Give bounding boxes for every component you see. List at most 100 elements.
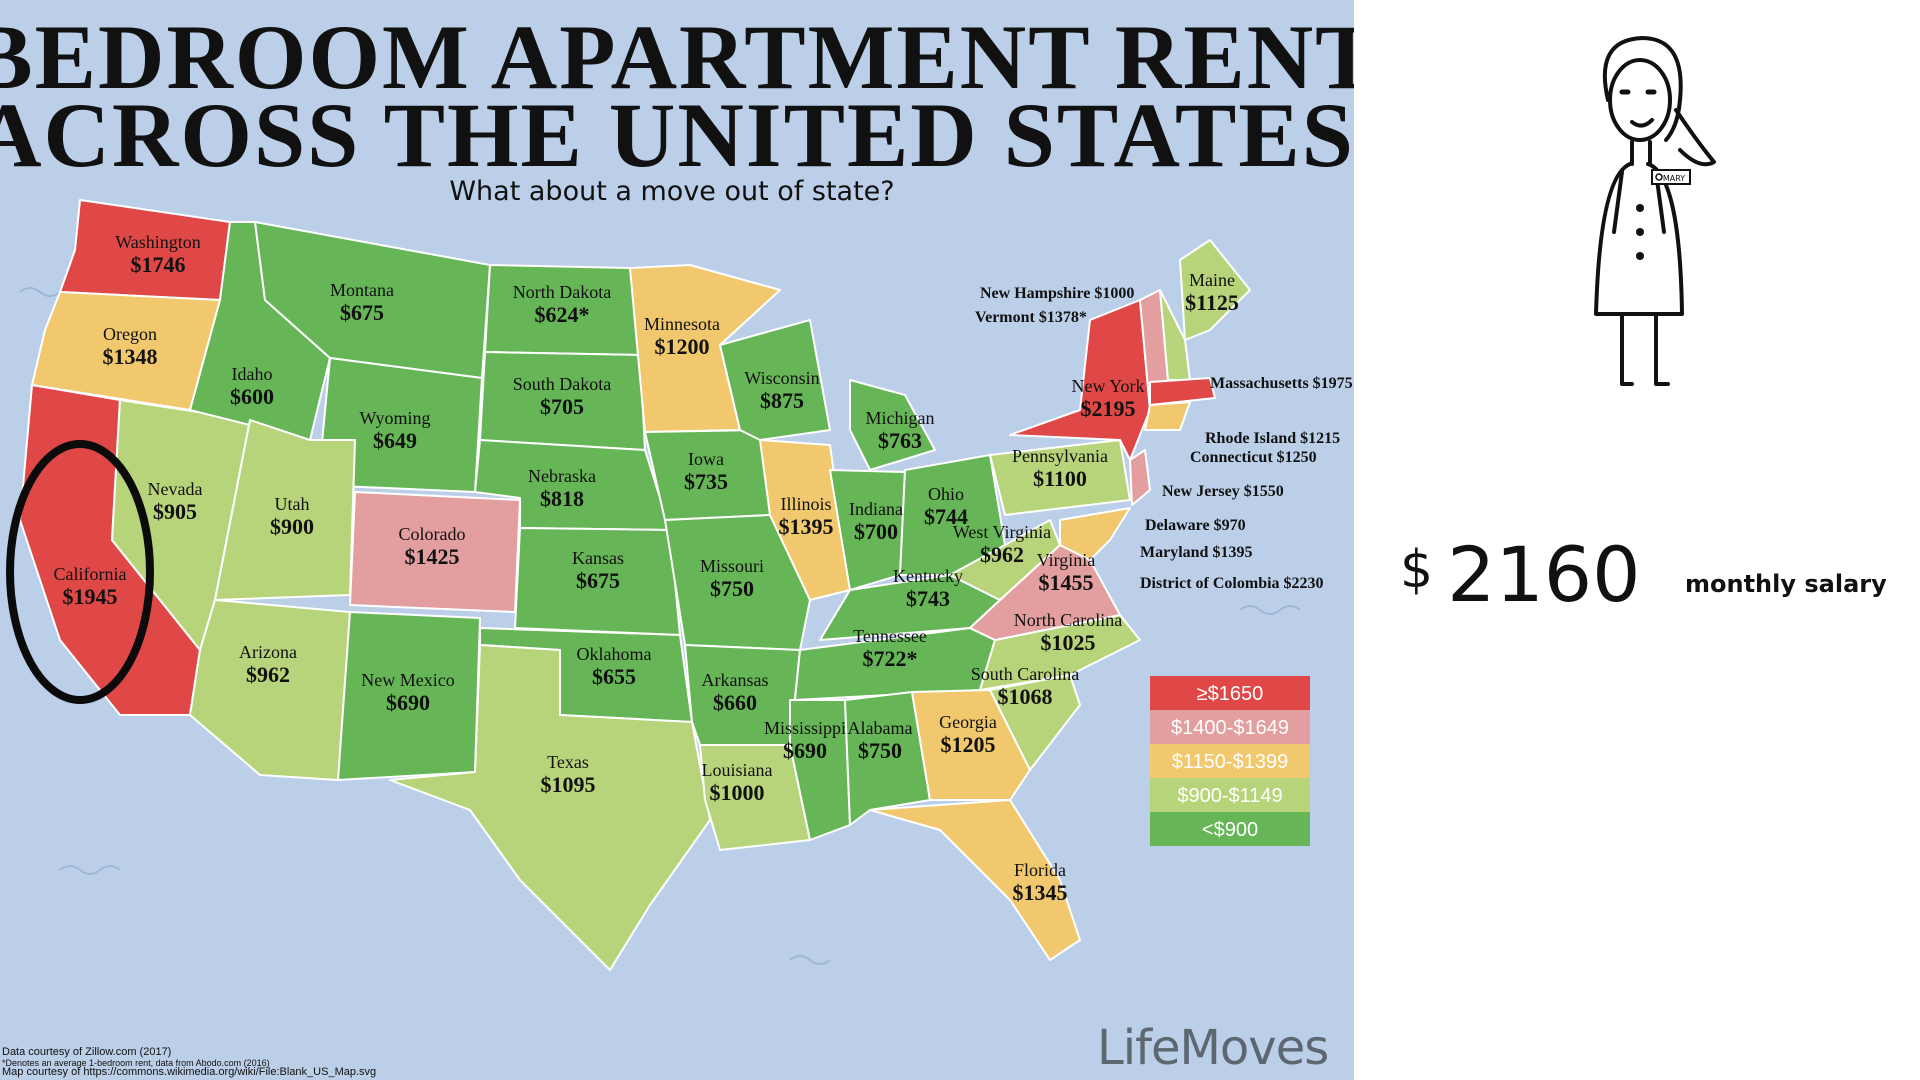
state-name-nebraska: Nebraska	[528, 466, 596, 486]
state-name-pennsylvania: Pennsylvania	[1012, 446, 1108, 466]
state-rent-washington: $1746	[131, 252, 186, 277]
state-illinois	[759, 439, 851, 601]
state-rent-illinois: $1395	[779, 514, 834, 539]
state-name-kansas: Kansas	[572, 548, 624, 568]
state-name-maine: Maine	[1189, 270, 1235, 290]
state-rent-new-mexico: $690	[386, 690, 430, 715]
state-name-montana: Montana	[330, 280, 394, 300]
state-mississippi	[789, 699, 851, 841]
state-name-south-carolina: South Carolina	[971, 664, 1080, 684]
credit-data: Data courtesy of Zillow.com (2017)	[2, 1046, 172, 1058]
state-west-virginia	[949, 519, 1061, 601]
state-rent-georgia: $1205	[941, 732, 996, 757]
state-rent-north-carolina: $1025	[1041, 630, 1096, 655]
massachusetts-shape	[1149, 377, 1216, 406]
state-name-oregon: Oregon	[103, 324, 157, 344]
callout-vermont-: Vermont $1378*	[975, 309, 1087, 326]
name-badge: MARY	[1663, 174, 1685, 183]
state-rent-south-carolina: $1068	[998, 684, 1053, 709]
state-rent-kentucky: $743	[906, 586, 950, 611]
state-rent-louisiana: $1000	[710, 780, 765, 805]
state-rent-arkansas: $660	[713, 690, 757, 715]
state-name-colorado: Colorado	[399, 524, 466, 544]
state-name-kentucky: Kentucky	[893, 566, 963, 586]
callout-delaware-: Delaware $970	[1145, 517, 1246, 534]
state-name-alabama: Alabama	[848, 718, 913, 738]
legend-label: $900-$1149	[1177, 785, 1282, 807]
state-rent-nevada: $905	[153, 499, 197, 524]
state-rent-ohio: $744	[924, 504, 968, 529]
legend-swatch	[1150, 778, 1310, 812]
state-name-california: California	[54, 564, 127, 584]
state-name-new-mexico: New Mexico	[361, 670, 454, 690]
lifemoves-logo: LifeMoves	[1097, 1020, 1329, 1076]
state-rent-minnesota: $1200	[655, 334, 710, 359]
legend-swatch	[1150, 710, 1310, 744]
california-highlight-circle	[6, 440, 154, 704]
state-rent-colorado: $1425	[405, 544, 460, 569]
state-name-idaho: Idaho	[232, 364, 273, 384]
callout-maryland-: Maryland $1395	[1140, 544, 1252, 561]
legend-label: $1400-$1649	[1171, 717, 1289, 739]
state-name-mississippi: Mississippi	[764, 718, 846, 738]
state-rent-alabama: $750	[858, 738, 902, 763]
state-rent-montana: $675	[340, 300, 384, 325]
state-florida	[869, 799, 1081, 961]
state-rent-michigan: $763	[878, 428, 922, 453]
salary-amount: $2160	[1400, 530, 1641, 619]
state-alabama	[844, 691, 931, 826]
state-rent-mississippi: $690	[783, 738, 827, 763]
state-name-florida: Florida	[1014, 860, 1066, 880]
state-name-virginia: Virginia	[1037, 550, 1096, 570]
state-name-georgia: Georgia	[939, 712, 997, 732]
state-name-ohio: Ohio	[928, 484, 964, 504]
state-rent-new-york: $2195	[1081, 396, 1136, 421]
maryland-shape	[1059, 507, 1131, 561]
state-rent-virginia: $1455	[1039, 570, 1094, 595]
state-rent-oregon: $1348	[103, 344, 158, 369]
state-texas	[389, 644, 711, 971]
state-name-washington: Washington	[115, 232, 201, 252]
state-name-west-virginia: West Virginia	[953, 522, 1051, 542]
state-rent-north-dakota: $624*	[535, 302, 590, 327]
state-rent-indiana: $700	[854, 519, 898, 544]
callout-connecticut-: Connecticut $1250	[1190, 449, 1317, 466]
state-name-texas: Texas	[547, 752, 589, 772]
legend: ≥$1650 $1400-$1649 $1150-$1399 $900-$1149 <$…	[1150, 676, 1310, 846]
state-maine	[1179, 239, 1251, 341]
state-name-nevada: Nevada	[148, 479, 203, 499]
state-rent-maine: $1125	[1185, 290, 1239, 315]
state-louisiana	[699, 744, 811, 851]
state-name-arizona: Arizona	[239, 642, 297, 662]
state-missouri	[664, 514, 811, 651]
state-name-oklahoma: Oklahoma	[577, 644, 652, 664]
state-name-michigan: Michigan	[866, 408, 935, 428]
state-rent-tennessee: $722*	[863, 646, 918, 671]
map-title-line-2: ACROSS THE UNITED STATES	[0, 84, 1354, 186]
state-rent-utah: $900	[270, 514, 314, 539]
state-labels-layer: Washington$1746 Oregon$1348 California$194…	[54, 232, 1239, 905]
callout-rhode-island-: Rhode Island $1215	[1205, 430, 1340, 447]
salary-currency: $	[1400, 540, 1434, 600]
state-michigan	[849, 379, 936, 471]
state-rent-florida: $1345	[1013, 880, 1068, 905]
salary-value: 2160	[1447, 530, 1641, 619]
state-rent-oklahoma: $655	[592, 664, 636, 689]
state-rent-iowa: $735	[684, 469, 728, 494]
state-arizona	[189, 599, 351, 781]
callout-district-of-colombia-: District of Colombia $2230	[1140, 575, 1324, 592]
state-name-louisiana: Louisiana	[702, 760, 773, 780]
callouts-layer: New Hampshire $1000 Vermont $1378* Massach…	[975, 285, 1353, 592]
state-rent-south-dakota: $705	[540, 394, 584, 419]
callout-massachusetts-: Massachusetts $1975	[1210, 375, 1353, 392]
legend-swatch	[1150, 676, 1310, 710]
state-rent-pennsylvania: $1100	[1033, 466, 1087, 491]
legend-label: ≥$1650	[1197, 683, 1264, 705]
state-name-arkansas: Arkansas	[702, 670, 769, 690]
salary-label: monthly salary	[1685, 570, 1887, 598]
connecticut-shape	[1144, 401, 1191, 431]
state-georgia	[911, 689, 1031, 801]
state-pennsylvania	[989, 439, 1131, 516]
state-name-wisconsin: Wisconsin	[744, 368, 819, 388]
state-rent-california: $1945	[63, 584, 118, 609]
